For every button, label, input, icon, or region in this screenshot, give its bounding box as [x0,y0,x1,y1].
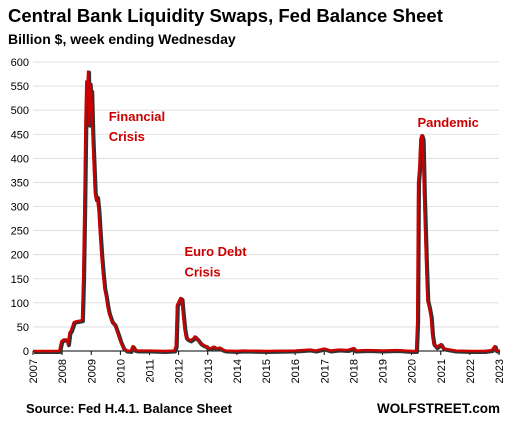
annotation-label: Euro Debt [184,244,247,259]
annotations: Financial Crisis Euro Debt Crisis Pandemic [109,109,479,280]
y-axis: 0 50 100 150 200 250 300 350 400 450 500 550 600 [11,57,29,358]
x-tick-label: 2012 [174,359,186,383]
y-tick-label: 400 [11,153,29,165]
brand-logo-text: WOLFSTREET.com [376,401,500,416]
y-tick-label: 100 [11,298,29,310]
y-tick-label: 500 [11,105,29,117]
x-tick-label: 2009 [86,359,98,383]
annotation-label: Pandemic [417,115,478,130]
annotation-label: Crisis [109,129,145,144]
source-note: Source: Fed H.4.1. Balance Sheet [26,401,232,416]
x-tick-label: 2017 [319,359,331,383]
x-tick-label: 2014 [232,359,244,383]
y-tick-label: 200 [11,250,29,262]
annotation-label: Crisis [184,264,220,279]
y-tick-label: 250 [11,226,29,238]
x-axis: 2007 2008 2009 2010 2011 2012 2013 2014 2015 2016… [28,351,506,383]
y-tick-label: 600 [11,57,29,69]
series-group [33,70,500,354]
x-tick-label: 2020 [407,359,419,383]
x-tick-label: 2015 [261,359,273,383]
x-tick-label: 2008 [57,359,69,383]
y-tick-label: 0 [23,346,29,358]
x-tick-label: 2023 [494,359,506,383]
chart-title: Central Bank Liquidity Swaps, Fed Balanc… [8,5,443,26]
y-tick-label: 150 [11,274,29,286]
chart-subtitle: Billion $, week ending Wednesday [8,31,236,47]
y-tick-label: 50 [17,322,29,334]
x-tick-label: 2010 [115,359,127,383]
grid-lines [33,61,499,352]
x-tick-label: 2021 [436,359,448,383]
x-tick-label: 2022 [465,359,477,383]
y-tick-label: 550 [11,81,29,93]
x-tick-label: 2013 [203,359,215,383]
series-line [33,70,499,353]
x-tick-label: 2018 [348,359,360,383]
x-tick-label: 2019 [378,359,390,383]
x-tick-label: 2007 [28,359,40,383]
y-tick-label: 300 [11,202,29,214]
x-tick-label: 2011 [145,359,157,383]
y-tick-label: 450 [11,129,29,141]
y-tick-label: 350 [11,177,29,189]
annotation-label: Financial [109,109,165,124]
x-tick-label: 2016 [290,359,302,383]
